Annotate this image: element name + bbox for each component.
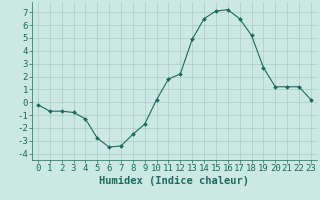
- X-axis label: Humidex (Indice chaleur): Humidex (Indice chaleur): [100, 176, 249, 186]
